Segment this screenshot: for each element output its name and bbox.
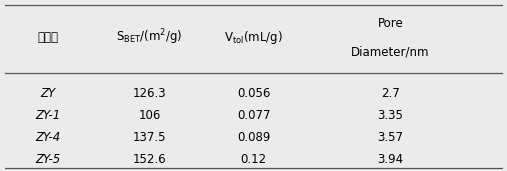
Text: 2.7: 2.7 [381,87,400,100]
Text: ZY-4: ZY-4 [35,131,61,144]
Text: Pore: Pore [378,17,403,30]
Text: ZY-5: ZY-5 [35,153,61,166]
Text: 0.12: 0.12 [240,153,267,166]
Text: Diameter/nm: Diameter/nm [351,46,429,59]
Text: 3.94: 3.94 [377,153,404,166]
Text: ZY-1: ZY-1 [35,109,61,122]
Text: 3.57: 3.57 [377,131,404,144]
Text: 0.089: 0.089 [237,131,270,144]
Text: V$_\mathregular{tol}$(mL/g): V$_\mathregular{tol}$(mL/g) [224,29,283,46]
Text: 3.35: 3.35 [377,109,404,122]
Text: 126.3: 126.3 [133,87,166,100]
Text: 152.6: 152.6 [133,153,166,166]
Text: 137.5: 137.5 [133,131,166,144]
Text: ZY: ZY [41,87,56,100]
Text: 催化剂: 催化剂 [38,31,59,44]
Text: 106: 106 [138,109,161,122]
Text: S$_\mathregular{BET}$/(m$^2$/g): S$_\mathregular{BET}$/(m$^2$/g) [116,28,183,47]
Text: 0.056: 0.056 [237,87,270,100]
Text: 0.077: 0.077 [237,109,270,122]
